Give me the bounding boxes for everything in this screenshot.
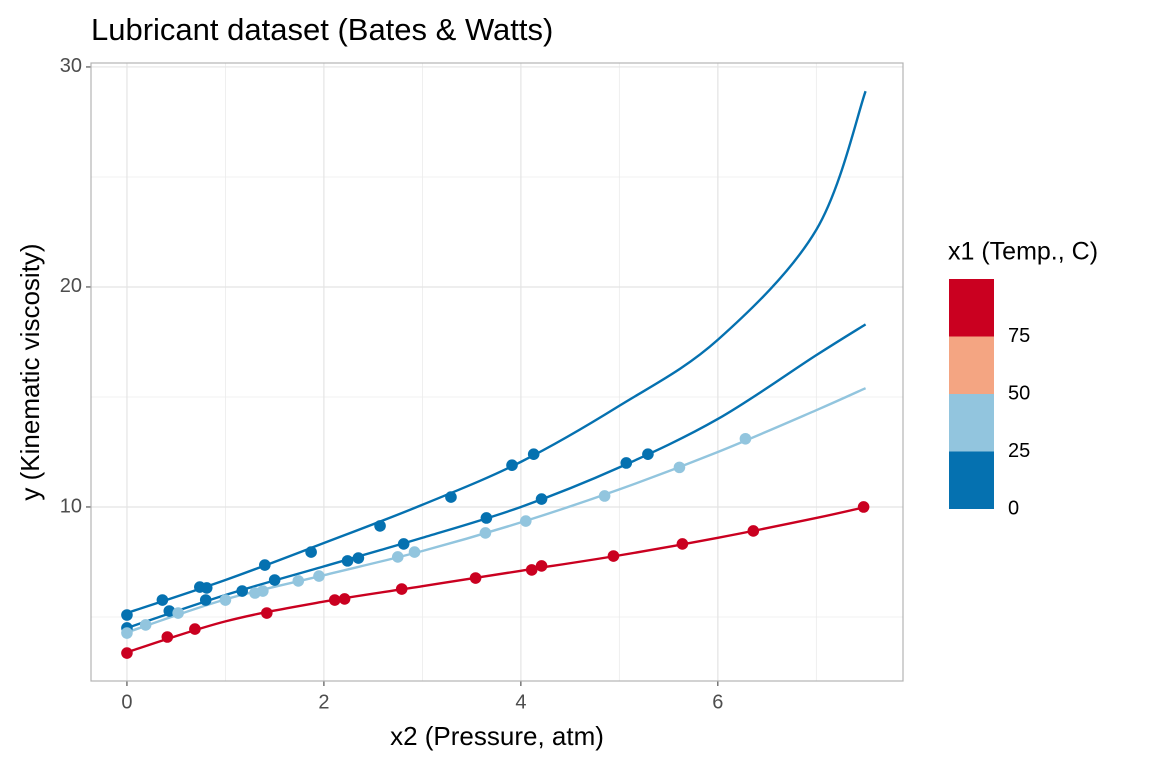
data-point <box>479 527 492 539</box>
data-point <box>121 609 133 621</box>
fit-line <box>126 505 866 654</box>
legend-swatch <box>949 279 994 337</box>
legend-swatch <box>949 451 994 509</box>
data-point <box>219 594 232 606</box>
data-point <box>676 538 689 550</box>
data-point <box>535 493 548 505</box>
legend-swatch <box>949 394 994 452</box>
data-point <box>445 491 457 503</box>
data-point <box>352 552 365 564</box>
legend-label: 0 <box>1008 497 1019 519</box>
legend-label: 75 <box>1008 325 1030 347</box>
data-point <box>121 627 133 639</box>
data-point <box>607 550 620 562</box>
x-tick-label: 4 <box>515 691 526 713</box>
data-point <box>506 459 518 471</box>
fit-line <box>126 387 867 634</box>
y-tick-label: 10 <box>60 495 82 517</box>
x-axis-label: x2 (Pressure, atm) <box>390 721 604 751</box>
data-point <box>520 515 532 527</box>
data-point <box>642 448 654 460</box>
data-point <box>257 585 269 597</box>
legend-label: 50 <box>1008 382 1030 404</box>
data-point <box>338 593 351 605</box>
data-point <box>259 559 271 571</box>
data-point <box>161 631 174 643</box>
fit-line <box>126 323 867 630</box>
panel-border <box>90 62 904 682</box>
data-point <box>305 546 317 558</box>
legend-swatch <box>949 336 994 394</box>
data-point <box>395 583 408 595</box>
x-tick-label: 2 <box>318 691 329 713</box>
data-point <box>139 619 152 631</box>
data-point <box>374 520 386 532</box>
y-tick-label: 20 <box>60 275 82 297</box>
data-point <box>260 607 273 619</box>
data-point <box>200 582 213 594</box>
chart-title: Lubricant dataset (Bates & Watts) <box>91 12 553 47</box>
legend-label: 25 <box>1008 440 1030 462</box>
data-point <box>313 570 325 582</box>
data-point <box>739 432 752 445</box>
data-point <box>480 512 493 524</box>
data-point <box>172 607 184 619</box>
data-point <box>156 594 169 606</box>
data-point <box>408 546 421 558</box>
data-point <box>469 572 482 584</box>
legend-title: x1 (Temp., C) <box>948 238 1098 266</box>
data-point <box>857 501 870 513</box>
data-point <box>397 538 410 550</box>
data-point <box>121 647 133 659</box>
data-point <box>527 448 540 460</box>
data-point <box>292 575 305 587</box>
data-point <box>598 490 611 502</box>
data-point <box>163 605 176 617</box>
data-point <box>328 594 341 606</box>
y-axis-label: y (Kinematic viscosity) <box>15 243 45 500</box>
data-point <box>525 564 538 576</box>
x-tick-label: 0 <box>121 691 132 713</box>
data-point <box>268 574 281 586</box>
data-point <box>189 623 201 635</box>
data-point <box>199 594 212 606</box>
x-tick-label: 6 <box>712 691 723 713</box>
data-point <box>236 585 248 597</box>
data-point <box>535 560 548 572</box>
data-point <box>747 525 760 537</box>
y-tick-label: 30 <box>60 55 82 77</box>
data-point <box>391 551 404 563</box>
data-point <box>673 461 686 474</box>
data-point <box>620 457 633 469</box>
data-point <box>341 555 354 567</box>
